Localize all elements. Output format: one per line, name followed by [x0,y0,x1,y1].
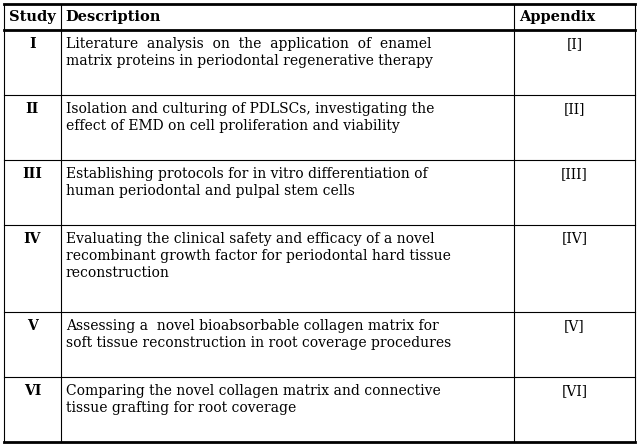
Text: Appendix: Appendix [519,10,595,24]
Text: tissue grafting for root coverage: tissue grafting for root coverage [66,401,296,415]
Text: V: V [27,319,38,333]
Text: Study: Study [9,10,56,24]
Text: Evaluating the clinical safety and efficacy of a novel: Evaluating the clinical safety and effic… [66,231,435,245]
Text: human periodontal and pulpal stem cells: human periodontal and pulpal stem cells [66,184,355,198]
Text: Literature  analysis  on  the  application  of  enamel: Literature analysis on the application o… [66,37,431,51]
Text: [V]: [V] [564,319,585,333]
Text: reconstruction: reconstruction [66,265,170,280]
Text: Comparing the novel collagen matrix and connective: Comparing the novel collagen matrix and … [66,384,440,398]
Text: Description: Description [66,10,161,24]
Text: [III]: [III] [561,167,588,181]
Text: [VI]: [VI] [561,384,587,398]
Text: Establishing protocols for in vitro differentiation of: Establishing protocols for in vitro diff… [66,167,427,181]
Text: effect of EMD on cell proliferation and viability: effect of EMD on cell proliferation and … [66,119,399,133]
Text: [II]: [II] [564,102,585,116]
Text: matrix proteins in periodontal regenerative therapy: matrix proteins in periodontal regenerat… [66,54,433,68]
Text: II: II [26,102,39,116]
Text: Assessing a  novel bioabsorbable collagen matrix for: Assessing a novel bioabsorbable collagen… [66,319,438,333]
Text: IV: IV [24,231,41,245]
Text: III: III [22,167,42,181]
Text: VI: VI [24,384,41,398]
Text: I: I [29,37,36,51]
Text: [IV]: [IV] [561,231,587,245]
Text: recombinant growth factor for periodontal hard tissue: recombinant growth factor for periodonta… [66,248,450,263]
Text: Isolation and culturing of PDLSCs, investigating the: Isolation and culturing of PDLSCs, inves… [66,102,434,116]
Text: soft tissue reconstruction in root coverage procedures: soft tissue reconstruction in root cover… [66,336,451,350]
Text: [I]: [I] [566,37,583,51]
